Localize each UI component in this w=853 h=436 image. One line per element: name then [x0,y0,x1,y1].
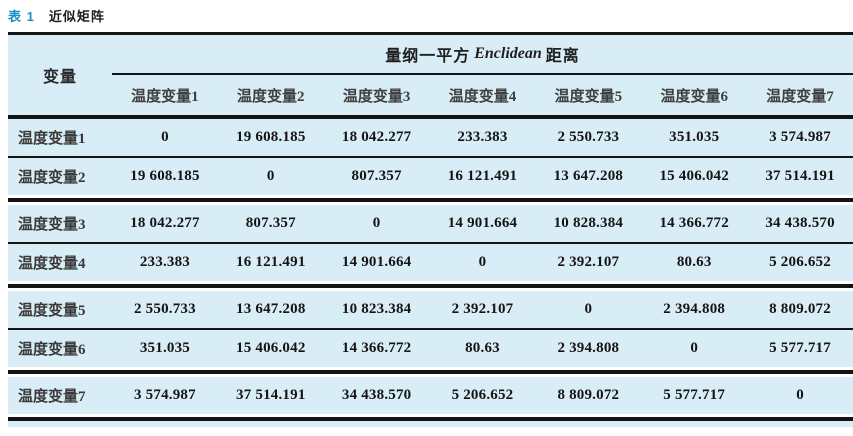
matrix-cell: 5 577.717 [663,387,726,403]
matrix-cell: 10 828.384 [553,215,624,231]
table-row: 温度变量6 351.035 15 406.042 14 366.772 80.6… [8,330,853,367]
matrix-cell: 2 550.733 [134,301,196,317]
matrix-cell: 2 392.107 [557,254,620,270]
row-label: 温度变量3 [18,217,86,233]
table-bottom-strip [8,421,853,427]
row-label: 温度变量5 [18,303,86,319]
matrix-cell: 0 [690,340,699,356]
group-header-prefix: 量纲一平方 [385,48,471,65]
matrix-cell: 0 [161,129,169,145]
matrix-cell: 3 574.987 [134,387,196,403]
matrix-cell: 80.63 [676,254,712,270]
matrix-cell: 233.383 [457,129,508,145]
row-label: 温度变量7 [18,389,86,405]
matrix-cell: 0 [478,254,487,270]
matrix-cell: 14 366.772 [341,340,412,356]
matrix-cell: 13 647.208 [236,301,306,317]
matrix-cell: 807.357 [245,215,296,231]
matrix-cell: 16 121.491 [236,254,306,270]
matrix-cell: 14 901.664 [447,215,518,231]
matrix-cell: 5 206.652 [769,254,831,270]
proximity-matrix-table: 变量 量纲一平方 Enclidean 距离 温度变量1 温度变量2 温度变量3 … [8,32,853,427]
matrix-cell: 15 406.042 [659,168,729,184]
table-caption: 表 1 近似矩阵 [0,0,853,32]
table-row: 温度变量4 233.383 16 121.491 14 901.664 0 2 … [8,244,853,281]
matrix-cell: 37 514.191 [236,387,306,403]
matrix-cell: 37 514.191 [765,168,835,184]
table-row: 温度变量7 3 574.987 37 514.191 34 438.570 5 … [8,377,853,414]
table-row: 温度变量5 2 550.733 13 647.208 10 823.384 2 … [8,291,853,328]
group-header-latin: Enclidean [474,45,542,62]
matrix-cell: 3 574.987 [769,129,831,145]
row-separator [8,156,853,158]
table-number: 表 1 [8,9,35,24]
matrix-cell: 8 809.072 [557,387,620,403]
matrix-cell: 14 901.664 [341,254,412,270]
matrix-cell: 15 406.042 [236,340,306,356]
table-row: 温度变量2 19 608.185 0 807.357 16 121.491 13… [8,158,853,195]
column-header: 温度变量6 [660,88,728,105]
matrix-cell: 2 550.733 [557,129,620,145]
row-label: 温度变量2 [18,170,86,186]
matrix-cell: 2 394.808 [557,340,620,356]
matrix-cell: 351.035 [139,340,190,356]
matrix-cell: 5 577.717 [769,340,831,356]
table-row: 温度变量3 18 042.277 807.357 0 14 901.664 10… [8,205,853,242]
column-header: 温度变量5 [554,88,623,105]
table-bottom-rule [8,417,853,421]
row-separator-heavy [8,367,853,377]
row-separator-heavy [8,281,853,291]
column-header: 温度变量4 [448,88,517,105]
group-header-rule [112,73,853,75]
row-separator [8,328,853,330]
matrix-cell: 8 809.072 [769,301,831,317]
matrix-cell: 80.63 [465,340,500,356]
matrix-cell: 2 392.107 [451,301,514,317]
matrix-cell: 10 823.384 [341,301,412,317]
matrix-cell: 18 042.277 [341,129,412,145]
column-header: 温度变量3 [342,88,411,105]
table-title: 近似矩阵 [48,9,105,24]
column-header: 温度变量7 [766,88,834,105]
matrix-cell: 18 042.277 [130,215,200,231]
corner-header-variable: 变量 [42,69,77,86]
matrix-cell: 5 206.652 [451,387,514,403]
matrix-cell: 0 [584,301,593,317]
table-bottom-gap [8,414,853,417]
column-header: 温度变量1 [131,88,199,105]
table-top-rule [8,32,853,35]
header-right-block: 量纲一平方 Enclidean 距离 温度变量1 温度变量2 温度变量3 温度变… [112,35,853,115]
row-label: 温度变量4 [18,256,86,272]
matrix-cell: 14 366.772 [659,215,729,231]
row-separator-heavy [8,195,853,205]
column-headers: 温度变量1 温度变量2 温度变量3 温度变量4 温度变量5 温度变量6 温度变量… [112,75,853,115]
row-label: 温度变量6 [18,342,86,358]
matrix-cell: 34 438.570 [341,387,412,403]
matrix-cell: 16 121.491 [447,168,518,184]
matrix-cell: 19 608.185 [130,168,200,184]
row-label: 温度变量1 [18,131,86,147]
column-header: 温度变量2 [237,88,305,105]
header-bottom-rule [8,115,853,119]
matrix-cell: 0 [372,215,381,231]
row-separator [8,242,853,244]
group-header-distance: 量纲一平方 Enclidean 距离 [112,35,853,73]
group-header-suffix: 距离 [545,48,580,65]
matrix-cell: 0 [266,168,275,184]
matrix-cell: 233.383 [139,254,190,270]
matrix-cell: 351.035 [669,129,720,145]
matrix-cell: 2 394.808 [663,301,726,317]
matrix-cell: 13 647.208 [553,168,624,184]
matrix-cell: 0 [796,387,804,403]
matrix-cell: 19 608.185 [236,129,306,145]
matrix-cell: 807.357 [351,168,402,184]
table-header: 变量 量纲一平方 Enclidean 距离 温度变量1 温度变量2 温度变量3 … [8,35,853,115]
table-row: 温度变量1 0 19 608.185 18 042.277 233.383 2 … [8,119,853,156]
matrix-cell: 34 438.570 [765,215,835,231]
